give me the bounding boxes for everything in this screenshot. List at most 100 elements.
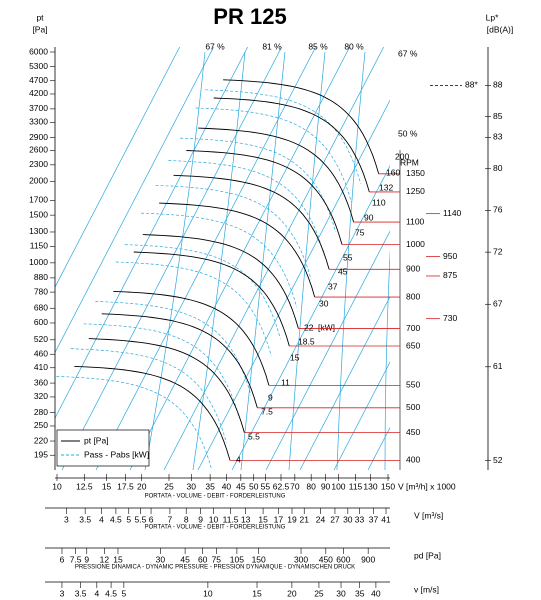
power-label: 11 [281,377,290,387]
axis-tick-label: 33 [355,514,365,524]
y-tick-label: 1700 [29,195,48,205]
axis-caption: PRESSIONE DINAMICA - DYNAMIC PRESSURE - … [75,565,355,571]
axis-tick-label: 3 [64,514,69,524]
power-label: 30 [319,298,329,308]
plot-area [55,47,390,470]
x-tick-label: 55 [261,481,271,491]
fan-curve [74,365,231,461]
legend-box [56,429,150,467]
axis-tick-label: 24 [316,514,326,524]
axis-name: v [m/s] [414,584,439,594]
power-unit: [kW] [318,322,335,332]
rpm-tick-label: 1000 [406,239,425,249]
axis-tick-label: 4 [99,514,104,524]
y-tick-label: 2900 [29,132,48,142]
rpm-tick-label: 450 [406,427,420,437]
lp-tick-label: 72 [493,246,503,256]
axis-tick-label: 75 [212,554,222,564]
system-line [231,165,390,470]
y-tick-label: 1500 [29,209,48,219]
x-tick-label: 45 [236,481,246,491]
y-unit: [Pa] [32,24,47,34]
power-label: 55 [343,252,353,262]
y-tick-label: 280 [34,407,48,417]
lp-label: Lp* [486,12,499,22]
rpm-extra-label: 730 [443,313,457,323]
axis-tick-label: 41 [381,514,391,524]
efficiency-label: 80 % [344,41,364,51]
system-line [61,47,282,470]
system-line [197,99,390,470]
y-tick-label: 3700 [29,103,48,113]
x-tick-label: 40 [222,481,232,491]
x-tick-label: 50 [249,481,259,491]
axis-tick-label: 10 [203,588,213,598]
fan-curve [223,79,380,174]
fan-curve [133,251,290,347]
lp-tick-label: 83 [493,132,503,142]
rpm-tick-label: 900 [406,264,420,274]
rpm-tick-label: 700 [406,323,420,333]
power-curve [83,323,240,418]
axis-tick-label: 11.5 [223,514,239,524]
fan-curve [142,234,299,329]
power-label: 45 [338,266,348,276]
fan-curve [88,338,245,433]
power-label: 132 [379,182,393,192]
power-label: 37 [328,281,338,291]
efficiency-line [288,51,326,470]
efficiency-label: 85 % [308,41,328,51]
legend-label: pt [Pa] [84,435,109,445]
axis-tick-label: 20 [287,588,297,598]
power-curve [180,137,336,233]
lp-tick-label: 76 [493,205,503,215]
system-line [55,47,180,288]
axis-tick-label: 12 [100,554,110,564]
rpm-label: RPM [400,157,419,167]
lp-marker-label: 88* [465,80,478,90]
system-line [55,47,248,419]
lp-tick-label: 88 [493,80,503,90]
system-line [55,47,214,354]
rpm-tick-label: 650 [406,340,420,350]
power-label: 200 [395,151,409,161]
x-label: V [m³/h] x 1000 [398,481,456,491]
x-tick-label: 70 [290,481,300,491]
x-tick-label: 80 [306,481,316,491]
axis-name: V [m³/s] [414,510,443,520]
rpm-extra-label: 875 [443,270,457,280]
fan-curve [186,150,343,245]
y-tick-label: 2300 [29,159,48,169]
axis-tick-label: 15 [113,554,123,564]
rpm-tick-label: 1350 [406,168,425,178]
axis-tick-label: 60 [198,554,208,564]
axis-tick-label: 4 [94,588,99,598]
axis-tick-label: 40 [371,588,381,598]
y-tick-label: 360 [34,377,48,387]
lp-tick-label: 61 [493,361,503,371]
axis-tick-label: 5 [126,514,131,524]
axis-tick-label: 450 [319,554,333,564]
fan-curve [173,174,330,270]
lp-unit: [dB(A)] [487,24,513,34]
fan-curve [101,313,258,408]
axis-tick-label: 9 [84,554,89,564]
y-tick-label: 250 [34,420,48,430]
axis-tick-label: 30 [343,514,353,524]
axis-tick-label: 105 [230,554,244,564]
x-tick-label: 10 [52,481,62,491]
rpm-tick-label: 500 [406,402,420,412]
axis-tick-label: 9 [198,514,203,524]
axis-tick-label: 13 [241,514,251,524]
axis-tick-label: 300 [294,554,308,564]
axis-tick-label: 7 [168,514,173,524]
axis-caption: PORTATA - VOLUME - DEBIT - FORDERLEISTUN… [145,525,286,531]
system-line [163,47,384,470]
axis-tick-label: 15 [252,588,262,598]
axis-tick-label: 27 [330,514,340,524]
axis-tick-label: 19 [287,514,297,524]
x-tick-label: 12.5 [76,481,93,491]
x-tick-label: 20 [137,481,147,491]
efficiency-line [336,51,366,470]
axis-tick-label: 6 [60,554,65,564]
